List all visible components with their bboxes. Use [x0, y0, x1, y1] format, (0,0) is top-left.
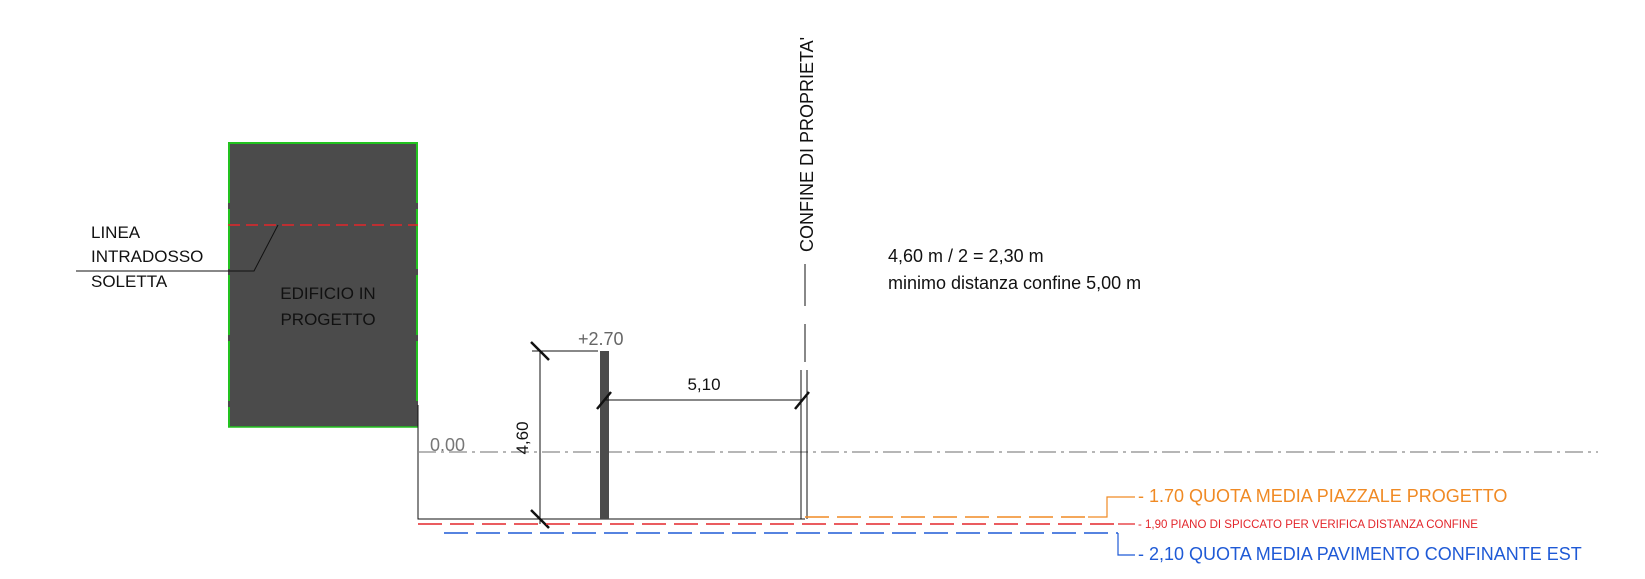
height-dim-tick-top	[530, 341, 550, 361]
height-dim-label: 4,60	[513, 421, 532, 454]
level-label-orange: - 1.70 QUOTA MEDIA PIAZZALE PROGETTO	[1138, 486, 1507, 506]
boundary-wall	[600, 351, 609, 519]
distance-dim-label: 5,10	[687, 375, 720, 394]
soffit-label-line2: INTRADOSSO	[91, 247, 203, 266]
building-label-line1: EDIFICIO IN	[280, 284, 375, 303]
height-dim-tick-bottom	[530, 509, 550, 529]
calc-note-line2: minimo distanza confine 5,00 m	[888, 273, 1141, 293]
level-leader-orange	[1088, 496, 1135, 518]
boundary-label: CONFINE DI PROPRIETA'	[797, 37, 817, 252]
building-block	[228, 143, 418, 427]
soffit-label-line1: LINEA	[91, 223, 141, 242]
building-label-line2: PROGETTO	[280, 310, 375, 329]
distance-dim-tick-left	[596, 391, 612, 410]
level-label-blue: - 2,10 QUOTA MEDIA PAVIMENTO CONFINANTE …	[1138, 544, 1582, 564]
wall-height-label: +2.70	[578, 329, 624, 349]
level-leader-blue	[1117, 533, 1135, 556]
zero-level-label: 0.00	[430, 435, 465, 455]
calc-note-line1: 4,60 m / 2 = 2,30 m	[888, 246, 1044, 266]
ground-outline	[417, 405, 805, 520]
soffit-leader	[76, 224, 279, 272]
soffit-label-line3: SOLETTA	[91, 272, 168, 291]
level-label-red: - 1,90 PIANO DI SPICCATO PER VERIFICA DI…	[1138, 519, 1478, 531]
